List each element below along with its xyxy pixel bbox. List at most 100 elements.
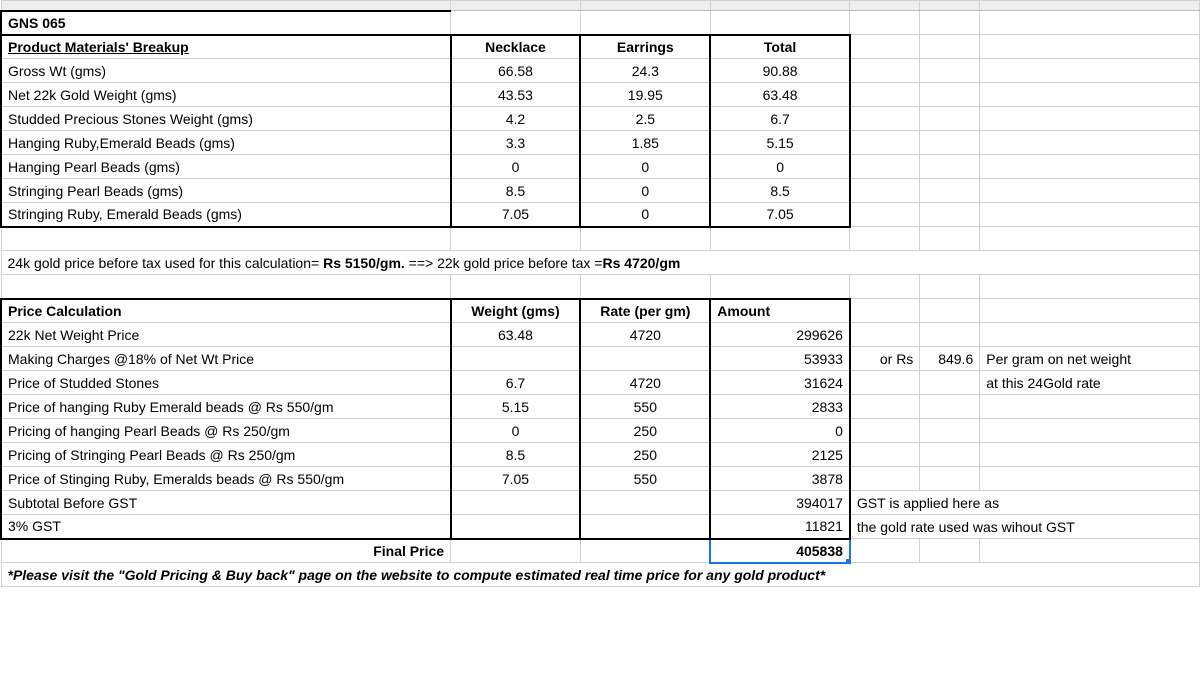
table-row[interactable]: Gross Wt (gms) 66.58 24.3 90.88 — [1, 59, 1200, 83]
cell[interactable]: 7.05 — [710, 203, 850, 227]
cell[interactable]: 394017 — [710, 491, 850, 515]
cell[interactable]: 2.5 — [580, 107, 710, 131]
row-label[interactable]: Pricing of hanging Pearl Beads @ Rs 250/… — [1, 419, 451, 443]
title-row[interactable]: GNS 065 — [1, 11, 1200, 35]
row-label[interactable]: Making Charges @18% of Net Wt Price — [1, 347, 451, 371]
cell[interactable]: 66.58 — [451, 59, 581, 83]
row-label[interactable]: Pricing of Stringing Pearl Beads @ Rs 25… — [1, 443, 451, 467]
product-code[interactable]: GNS 065 — [1, 11, 451, 35]
cell[interactable]: 550 — [580, 395, 710, 419]
final-price-cell[interactable]: 405838 — [710, 539, 850, 563]
table-row[interactable]: Stringing Pearl Beads (gms) 8.5 0 8.5 — [1, 179, 1200, 203]
row-label[interactable]: Hanging Pearl Beads (gms) — [1, 155, 451, 179]
cell[interactable]: 4720 — [580, 371, 710, 395]
cell[interactable]: 0 — [451, 155, 581, 179]
row-label[interactable]: Gross Wt (gms) — [1, 59, 451, 83]
cell[interactable] — [580, 347, 710, 371]
spacer-row[interactable] — [1, 227, 1200, 251]
table-row[interactable]: Making Charges @18% of Net Wt Price 5393… — [1, 347, 1200, 371]
col-total[interactable]: Total — [710, 35, 850, 59]
cell[interactable]: 0 — [580, 203, 710, 227]
gold-note-row[interactable]: 24k gold price before tax used for this … — [1, 251, 1200, 275]
cell[interactable]: 4720 — [580, 323, 710, 347]
cell[interactable]: 4.2 — [451, 107, 581, 131]
cell[interactable]: 7.05 — [451, 467, 581, 491]
side-note[interactable]: GST is applied here as — [850, 491, 1200, 515]
cell[interactable]: 3.3 — [451, 131, 581, 155]
cell[interactable]: 8.5 — [451, 443, 581, 467]
cell[interactable]: 250 — [580, 443, 710, 467]
cell[interactable]: 0 — [451, 419, 581, 443]
table-row[interactable]: Hanging Ruby,Emerald Beads (gms) 3.3 1.8… — [1, 131, 1200, 155]
col-necklace[interactable]: Necklace — [451, 35, 581, 59]
final-row[interactable]: Final Price 405838 — [1, 539, 1200, 563]
cell[interactable]: 6.7 — [710, 107, 850, 131]
cell[interactable]: 63.48 — [451, 323, 581, 347]
pricing-header-row[interactable]: Price Calculation Weight (gms) Rate (per… — [1, 299, 1200, 323]
row-label[interactable]: Studded Precious Stones Weight (gms) — [1, 107, 451, 131]
cell[interactable] — [451, 491, 581, 515]
cell[interactable]: 5.15 — [451, 395, 581, 419]
table-row[interactable]: Studded Precious Stones Weight (gms) 4.2… — [1, 107, 1200, 131]
cell[interactable]: 43.53 — [451, 83, 581, 107]
cell[interactable] — [451, 347, 581, 371]
cell[interactable]: 550 — [580, 467, 710, 491]
table-row[interactable]: Pricing of hanging Pearl Beads @ Rs 250/… — [1, 419, 1200, 443]
table-row[interactable]: Hanging Pearl Beads (gms) 0 0 0 — [1, 155, 1200, 179]
cell[interactable]: 8.5 — [710, 179, 850, 203]
cell[interactable]: 31624 — [710, 371, 850, 395]
cell[interactable]: 7.05 — [451, 203, 581, 227]
col-amount[interactable]: Amount — [710, 299, 850, 323]
cell[interactable] — [580, 515, 710, 539]
side-note[interactable]: 849.6 — [920, 347, 980, 371]
gold-price-note[interactable]: 24k gold price before tax used for this … — [1, 251, 1200, 275]
cell[interactable]: 0 — [580, 155, 710, 179]
row-label[interactable]: Stringing Ruby, Emerald Beads (gms) — [1, 203, 451, 227]
row-label[interactable]: Subtotal Before GST — [1, 491, 451, 515]
table-row[interactable]: Subtotal Before GST 394017 GST is applie… — [1, 491, 1200, 515]
cell[interactable] — [451, 515, 581, 539]
cell[interactable]: 0 — [580, 179, 710, 203]
materials-header-label[interactable]: Product Materials' Breakup — [1, 35, 451, 59]
table-row[interactable]: Price of hanging Ruby Emerald beads @ Rs… — [1, 395, 1200, 419]
row-label[interactable]: Stringing Pearl Beads (gms) — [1, 179, 451, 203]
cell[interactable]: 299626 — [710, 323, 850, 347]
final-price-label[interactable]: Final Price — [1, 539, 451, 563]
table-row[interactable]: Stringing Ruby, Emerald Beads (gms) 7.05… — [1, 203, 1200, 227]
cell[interactable]: 63.48 — [710, 83, 850, 107]
col-rate[interactable]: Rate (per gm) — [580, 299, 710, 323]
cell[interactable]: 0 — [710, 155, 850, 179]
cell[interactable]: 250 — [580, 419, 710, 443]
side-note[interactable]: the gold rate used was wihout GST — [850, 515, 1200, 539]
cell[interactable]: 90.88 — [710, 59, 850, 83]
side-note[interactable]: or Rs — [850, 347, 920, 371]
table-row[interactable]: Price of Studded Stones 6.7 4720 31624 a… — [1, 371, 1200, 395]
cell[interactable]: 2833 — [710, 395, 850, 419]
cell[interactable]: 3878 — [710, 467, 850, 491]
side-note[interactable]: Per gram on net weight — [980, 347, 1200, 371]
row-label[interactable]: Hanging Ruby,Emerald Beads (gms) — [1, 131, 451, 155]
cell[interactable]: 1.85 — [580, 131, 710, 155]
table-row[interactable]: 22k Net Weight Price 63.48 4720 299626 — [1, 323, 1200, 347]
cell[interactable]: 0 — [710, 419, 850, 443]
table-row[interactable]: Net 22k Gold Weight (gms) 43.53 19.95 63… — [1, 83, 1200, 107]
row-label[interactable]: Price of Stinging Ruby, Emeralds beads @… — [1, 467, 451, 491]
col-earrings[interactable]: Earrings — [580, 35, 710, 59]
footer-note[interactable]: *Please visit the "Gold Pricing & Buy ba… — [1, 563, 1200, 587]
table-row[interactable]: 3% GST 11821 the gold rate used was wiho… — [1, 515, 1200, 539]
grid[interactable]: GNS 065 Product Materials' Breakup Neckl… — [0, 0, 1200, 587]
cell[interactable]: 6.7 — [451, 371, 581, 395]
pricing-header-label[interactable]: Price Calculation — [1, 299, 451, 323]
cell[interactable]: 11821 — [710, 515, 850, 539]
table-row[interactable]: Price of Stinging Ruby, Emeralds beads @… — [1, 467, 1200, 491]
row-label[interactable]: Price of hanging Ruby Emerald beads @ Rs… — [1, 395, 451, 419]
row-label[interactable]: 22k Net Weight Price — [1, 323, 451, 347]
cell[interactable]: 53933 — [710, 347, 850, 371]
cell[interactable] — [580, 491, 710, 515]
cell[interactable]: 19.95 — [580, 83, 710, 107]
cell[interactable]: 8.5 — [451, 179, 581, 203]
table-row[interactable]: Pricing of Stringing Pearl Beads @ Rs 25… — [1, 443, 1200, 467]
row-label[interactable]: Price of Studded Stones — [1, 371, 451, 395]
side-note[interactable]: at this 24Gold rate — [980, 371, 1200, 395]
spacer-row[interactable] — [1, 275, 1200, 299]
